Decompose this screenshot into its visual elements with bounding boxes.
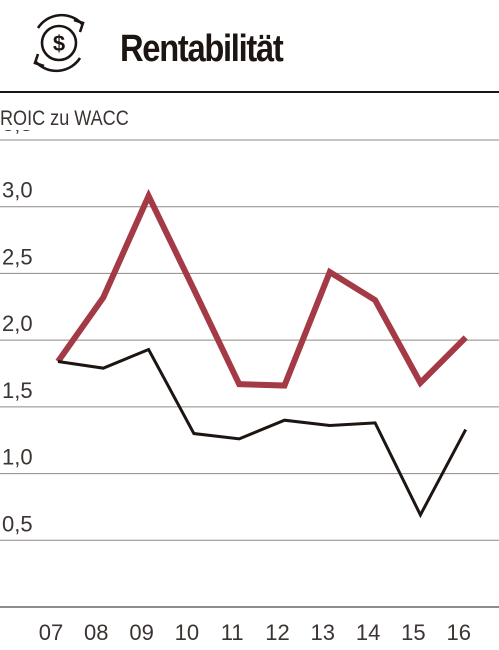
y-tick-labels: 0,5 1,0 1,5 2,0 2,5 3,0 3,5 (2, 130, 33, 536)
x-tick-label: 13 (311, 620, 335, 645)
y-tick-label: 2,5 (2, 244, 33, 269)
x-tick-label: 10 (175, 620, 199, 645)
x-tick-label: 09 (129, 620, 153, 645)
svg-text:$: $ (53, 31, 65, 56)
y-axis-label: ROIC zu WACC (0, 107, 129, 130)
x-tick-label: 08 (84, 620, 108, 645)
y-tick-label: 0,5 (2, 511, 33, 536)
header: $ Rentabilität (0, 0, 499, 93)
grid-lines (0, 139, 499, 608)
y-tick-label: 2,0 (2, 311, 33, 336)
x-tick-label: 12 (265, 620, 289, 645)
x-tick-label: 07 (39, 620, 63, 645)
series-line-1 (55, 188, 468, 389)
x-tick-label: 16 (446, 620, 470, 645)
y-tick-label: 1,5 (2, 378, 33, 403)
y-tick-label: 3,5 (2, 130, 33, 136)
header-divider (0, 91, 499, 93)
series-lines (55, 188, 468, 519)
series-line-2 (57, 347, 468, 519)
y-tick-label: 1,0 (2, 445, 33, 470)
line-chart: 0,5 1,0 1,5 2,0 2,5 3,0 3,5 07 08 09 10 11 12 13 14 15… (0, 130, 499, 645)
dollar-cycle-icon: $ (33, 13, 85, 73)
x-tick-labels: 07 08 09 10 11 12 13 14 15 16 (39, 620, 471, 645)
x-tick-label: 15 (401, 620, 425, 645)
x-tick-label: 14 (356, 620, 380, 645)
x-tick-label: 11 (221, 620, 244, 645)
chart-title: Rentabilität (120, 28, 284, 70)
y-tick-label: 3,0 (2, 178, 33, 203)
